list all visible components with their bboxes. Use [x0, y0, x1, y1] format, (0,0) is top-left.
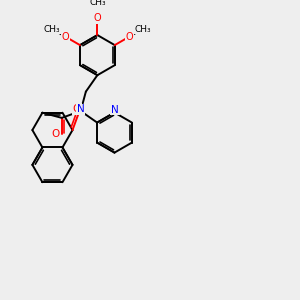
Text: N: N — [111, 105, 119, 115]
Text: O: O — [73, 104, 81, 114]
Text: CH₃: CH₃ — [89, 0, 106, 8]
Text: N: N — [77, 104, 85, 114]
Text: O: O — [94, 13, 101, 23]
Text: O: O — [52, 129, 60, 139]
Text: O: O — [126, 32, 133, 42]
Text: CH₃: CH₃ — [44, 25, 61, 34]
Text: O: O — [61, 32, 69, 42]
Text: CH₃: CH₃ — [134, 25, 151, 34]
